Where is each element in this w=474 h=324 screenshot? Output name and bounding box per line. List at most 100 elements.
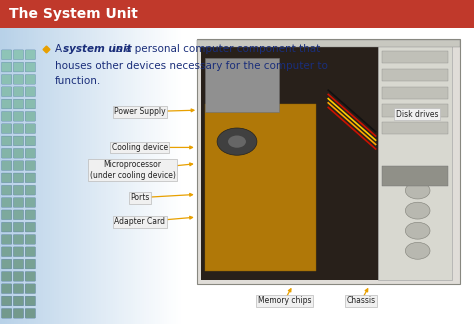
FancyBboxPatch shape	[13, 247, 24, 257]
Bar	[130, 26, 133, 324]
FancyBboxPatch shape	[25, 161, 36, 170]
Bar	[140, 26, 142, 324]
FancyBboxPatch shape	[25, 247, 36, 257]
Bar	[148, 26, 151, 324]
Text: is a personal computer component that: is a personal computer component that	[110, 44, 321, 53]
FancyBboxPatch shape	[1, 247, 12, 257]
Bar	[162, 26, 165, 324]
Bar	[378, 42, 452, 280]
Bar	[29, 26, 32, 324]
FancyBboxPatch shape	[13, 111, 24, 121]
Bar	[382, 122, 448, 134]
Bar	[151, 26, 154, 324]
FancyBboxPatch shape	[13, 50, 24, 60]
FancyBboxPatch shape	[1, 111, 12, 121]
Bar	[74, 26, 77, 324]
FancyBboxPatch shape	[13, 185, 24, 195]
Circle shape	[405, 222, 430, 239]
FancyBboxPatch shape	[25, 235, 36, 244]
FancyBboxPatch shape	[1, 272, 12, 281]
Bar	[81, 26, 84, 324]
Text: Power Supply: Power Supply	[114, 107, 165, 116]
FancyBboxPatch shape	[25, 210, 36, 220]
FancyBboxPatch shape	[13, 210, 24, 220]
Bar	[5, 26, 7, 324]
FancyBboxPatch shape	[25, 296, 36, 306]
Bar	[43, 26, 46, 324]
Bar	[197, 40, 460, 47]
Bar	[34, 26, 36, 324]
FancyBboxPatch shape	[13, 222, 24, 232]
FancyBboxPatch shape	[1, 308, 12, 318]
Bar	[117, 26, 120, 324]
Bar	[178, 26, 181, 324]
FancyBboxPatch shape	[25, 75, 36, 84]
Bar	[47, 26, 50, 324]
FancyBboxPatch shape	[25, 185, 36, 195]
Bar	[115, 26, 118, 324]
Bar	[65, 26, 68, 324]
Text: Cooling device: Cooling device	[112, 143, 168, 152]
Bar	[110, 26, 113, 324]
FancyBboxPatch shape	[25, 198, 36, 207]
FancyBboxPatch shape	[25, 124, 36, 133]
Bar	[155, 26, 158, 324]
Bar	[99, 26, 102, 324]
Bar	[18, 26, 21, 324]
FancyBboxPatch shape	[13, 124, 24, 133]
FancyBboxPatch shape	[1, 87, 12, 97]
Bar	[49, 26, 52, 324]
Bar	[205, 58, 279, 112]
Bar	[83, 26, 86, 324]
Bar	[45, 26, 48, 324]
Bar	[31, 26, 34, 324]
Bar	[7, 26, 9, 324]
Text: Disk drives: Disk drives	[396, 110, 438, 119]
Bar	[382, 51, 448, 63]
Bar	[205, 104, 316, 271]
Bar	[135, 26, 138, 324]
Bar	[0, 0, 474, 28]
Bar	[137, 26, 140, 324]
Circle shape	[405, 202, 430, 219]
Bar	[160, 26, 163, 324]
Circle shape	[405, 182, 430, 199]
Bar	[142, 26, 145, 324]
Bar	[382, 104, 448, 117]
FancyBboxPatch shape	[25, 272, 36, 281]
FancyBboxPatch shape	[13, 99, 24, 109]
Bar	[124, 26, 127, 324]
Bar	[112, 26, 115, 324]
FancyBboxPatch shape	[25, 284, 36, 294]
Bar	[133, 26, 136, 324]
FancyBboxPatch shape	[1, 259, 12, 269]
Bar	[38, 26, 41, 324]
Bar	[25, 26, 27, 324]
FancyBboxPatch shape	[13, 87, 24, 97]
Bar	[40, 26, 43, 324]
Bar	[157, 26, 160, 324]
Bar	[27, 26, 30, 324]
Bar	[92, 26, 95, 324]
FancyBboxPatch shape	[25, 222, 36, 232]
Bar	[382, 166, 448, 186]
FancyBboxPatch shape	[1, 161, 12, 170]
FancyBboxPatch shape	[13, 75, 24, 84]
FancyBboxPatch shape	[1, 198, 12, 207]
FancyBboxPatch shape	[13, 284, 24, 294]
Text: Ports: Ports	[130, 193, 149, 202]
Bar	[144, 26, 147, 324]
Bar	[79, 26, 82, 324]
Bar	[106, 26, 109, 324]
Circle shape	[228, 135, 246, 148]
Bar	[59, 26, 61, 324]
Bar	[56, 26, 59, 324]
Bar	[101, 26, 104, 324]
Bar	[382, 69, 448, 81]
Bar	[85, 26, 88, 324]
Bar	[108, 26, 111, 324]
Text: Microprocessor
(under cooling device): Microprocessor (under cooling device)	[90, 160, 176, 180]
Text: Adapter Card: Adapter Card	[114, 217, 165, 226]
FancyBboxPatch shape	[1, 50, 12, 60]
FancyBboxPatch shape	[1, 235, 12, 244]
